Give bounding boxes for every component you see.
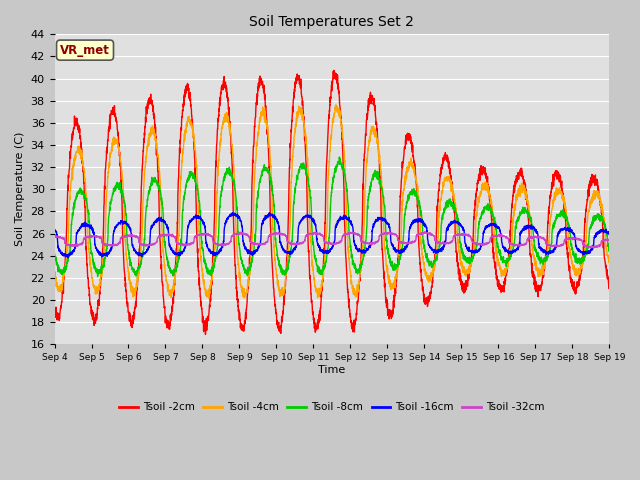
Tsoil -4cm bbox=[114, 144, 122, 150]
Tsoil -2cm bbox=[535, 285, 543, 291]
Tsoil -4cm bbox=[147, 133, 154, 139]
Line: Tsoil -4cm: Tsoil -4cm bbox=[54, 105, 609, 298]
Tsoil -8cm bbox=[114, 181, 122, 187]
Tsoil -4cm bbox=[205, 295, 212, 301]
Tsoil -32cm bbox=[595, 243, 602, 249]
Tsoil -32cm bbox=[588, 245, 595, 251]
Tsoil -4cm bbox=[595, 192, 602, 198]
Tsoil -4cm bbox=[287, 172, 295, 178]
Tsoil -16cm bbox=[114, 222, 122, 228]
Tsoil -32cm bbox=[287, 240, 295, 246]
Text: VR_met: VR_met bbox=[60, 44, 110, 57]
Tsoil -2cm bbox=[202, 332, 209, 337]
Tsoil -4cm bbox=[332, 102, 340, 108]
Line: Tsoil -8cm: Tsoil -8cm bbox=[54, 157, 609, 276]
Tsoil -2cm bbox=[264, 124, 271, 130]
Line: Tsoil -2cm: Tsoil -2cm bbox=[54, 71, 609, 335]
Tsoil -2cm bbox=[595, 189, 602, 194]
Tsoil -16cm bbox=[147, 226, 155, 232]
Title: Soil Temperatures Set 2: Soil Temperatures Set 2 bbox=[250, 15, 414, 29]
Tsoil -32cm bbox=[535, 235, 543, 240]
Tsoil -16cm bbox=[288, 251, 296, 257]
Tsoil -4cm bbox=[264, 124, 271, 130]
Legend: Tsoil -2cm, Tsoil -4cm, Tsoil -8cm, Tsoil -16cm, Tsoil -32cm: Tsoil -2cm, Tsoil -4cm, Tsoil -8cm, Tsoi… bbox=[115, 398, 549, 417]
Tsoil -2cm bbox=[114, 130, 122, 135]
Tsoil -4cm bbox=[605, 259, 613, 264]
Tsoil -8cm bbox=[51, 251, 58, 256]
Y-axis label: Soil Temperature (C): Soil Temperature (C) bbox=[15, 132, 25, 246]
Tsoil -16cm bbox=[264, 212, 271, 218]
Tsoil -16cm bbox=[229, 210, 237, 216]
Tsoil -32cm bbox=[421, 229, 429, 235]
Tsoil -8cm bbox=[287, 240, 295, 245]
Tsoil -8cm bbox=[595, 214, 602, 219]
Tsoil -2cm bbox=[51, 304, 58, 310]
Tsoil -4cm bbox=[51, 272, 58, 277]
Tsoil -8cm bbox=[94, 274, 102, 279]
Tsoil -32cm bbox=[605, 237, 613, 242]
Line: Tsoil -16cm: Tsoil -16cm bbox=[54, 213, 609, 258]
Tsoil -2cm bbox=[605, 279, 613, 285]
Tsoil -2cm bbox=[287, 124, 295, 130]
Tsoil -8cm bbox=[264, 165, 271, 171]
Tsoil -16cm bbox=[64, 255, 72, 261]
Tsoil -8cm bbox=[335, 154, 343, 160]
X-axis label: Time: Time bbox=[318, 365, 346, 375]
Tsoil -16cm bbox=[595, 228, 602, 234]
Tsoil -16cm bbox=[605, 231, 613, 237]
Tsoil -16cm bbox=[51, 227, 58, 233]
Tsoil -8cm bbox=[147, 180, 155, 186]
Tsoil -32cm bbox=[51, 234, 58, 240]
Tsoil -32cm bbox=[264, 239, 271, 245]
Line: Tsoil -32cm: Tsoil -32cm bbox=[54, 232, 609, 248]
Tsoil -4cm bbox=[535, 267, 543, 273]
Tsoil -32cm bbox=[147, 242, 154, 248]
Tsoil -8cm bbox=[535, 253, 543, 259]
Tsoil -2cm bbox=[330, 68, 338, 73]
Tsoil -32cm bbox=[114, 242, 122, 248]
Tsoil -2cm bbox=[147, 91, 154, 97]
Tsoil -16cm bbox=[535, 241, 543, 247]
Tsoil -8cm bbox=[605, 245, 613, 251]
